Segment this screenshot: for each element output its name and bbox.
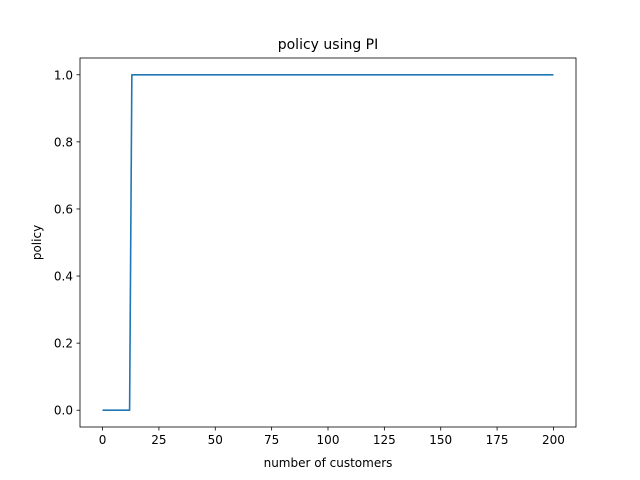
plot-frame [79,57,577,428]
y-axis-label: policy [30,225,44,260]
x-tick-label: 125 [373,433,396,447]
chart-title: policy using PI [278,37,379,53]
plot-area [80,58,576,427]
x-tick-label: 75 [264,433,279,447]
y-tick-label: 1.0 [54,68,73,82]
x-axis-label: number of customers [264,456,393,470]
y-tick-label: 0.8 [54,135,73,149]
y-axis-ticks: 0.0 0.2 0.4 0.6 0.8 1.0 [54,68,80,418]
x-tick-label: 150 [429,433,452,447]
x-tick-label: 200 [542,433,565,447]
x-axis-ticks: 0 25 50 75 100 125 150 175 200 [99,427,565,447]
x-tick-label: 0 [99,433,107,447]
y-tick-label: 0.6 [54,202,73,216]
policy-line [102,73,554,412]
y-tick-label: 0.0 [54,404,73,418]
x-tick-label: 25 [151,433,166,447]
y-tick-label: 0.2 [54,337,73,351]
series-layer [102,73,554,412]
x-tick-label: 50 [208,433,223,447]
y-tick-label: 0.4 [54,270,73,284]
x-tick-label: 175 [486,433,509,447]
x-tick-label: 100 [317,433,340,447]
